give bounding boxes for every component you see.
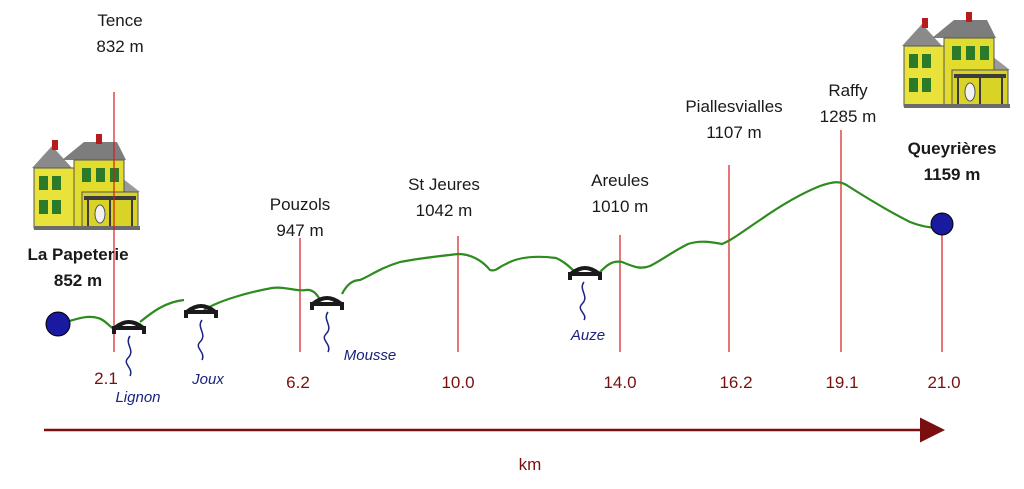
place-elevation-raffy: 1285 m xyxy=(820,107,877,126)
bridge-icon-mousse xyxy=(310,296,344,310)
place-name-tence: Tence xyxy=(97,11,142,30)
place-name-areules: Areules xyxy=(591,171,649,190)
place-name-pouzols: Pouzols xyxy=(270,195,330,214)
place-name-st-jeures: St Jeures xyxy=(408,175,480,194)
house-icon-start xyxy=(31,133,141,231)
place-elevation-areules: 1010 m xyxy=(592,197,649,216)
river-label-auze: Auze xyxy=(570,327,605,344)
river-label-joux: Joux xyxy=(191,371,224,388)
start-name: La Papeterie xyxy=(27,245,128,264)
km-label-tence: 2.1 xyxy=(94,369,118,388)
house-icon-end xyxy=(901,11,1011,109)
place-name-piallesvialles: Piallesvialles xyxy=(685,97,782,116)
river-label-lignon: Lignon xyxy=(115,389,160,406)
km-markers xyxy=(113,92,943,352)
km-label-raffy: 19.1 xyxy=(825,373,858,392)
start-elevation: 852 m xyxy=(54,271,102,290)
river-auze xyxy=(568,266,602,321)
end-name: Queyrières xyxy=(908,139,997,158)
place-elevation-st-jeures: 1042 m xyxy=(416,201,473,220)
place-elevation-piallesvialles: 1107 m xyxy=(706,123,761,142)
km-label-piallesvialles: 16.2 xyxy=(719,373,752,392)
river-joux xyxy=(184,304,218,361)
end-elevation: 1159 m xyxy=(924,165,981,184)
km-label-areules: 14.0 xyxy=(603,373,636,392)
bridge-icon-auze xyxy=(568,266,602,280)
river-mousse xyxy=(310,296,344,353)
end-point xyxy=(930,212,954,236)
river-label-mousse: Mousse xyxy=(344,347,397,364)
axis-title-km: km xyxy=(519,455,542,474)
place-elevation-tence: 832 m xyxy=(96,37,143,56)
river-lignon xyxy=(112,320,146,377)
place-elevation-pouzols: 947 m xyxy=(276,221,323,240)
start-point xyxy=(45,311,71,337)
profile-line xyxy=(57,181,941,332)
km-label-queyrieres: 21.0 xyxy=(927,373,960,392)
km-label-pouzols: 6.2 xyxy=(286,373,310,392)
place-name-raffy: Raffy xyxy=(828,81,868,100)
km-label-st-jeures: 10.0 xyxy=(441,373,474,392)
